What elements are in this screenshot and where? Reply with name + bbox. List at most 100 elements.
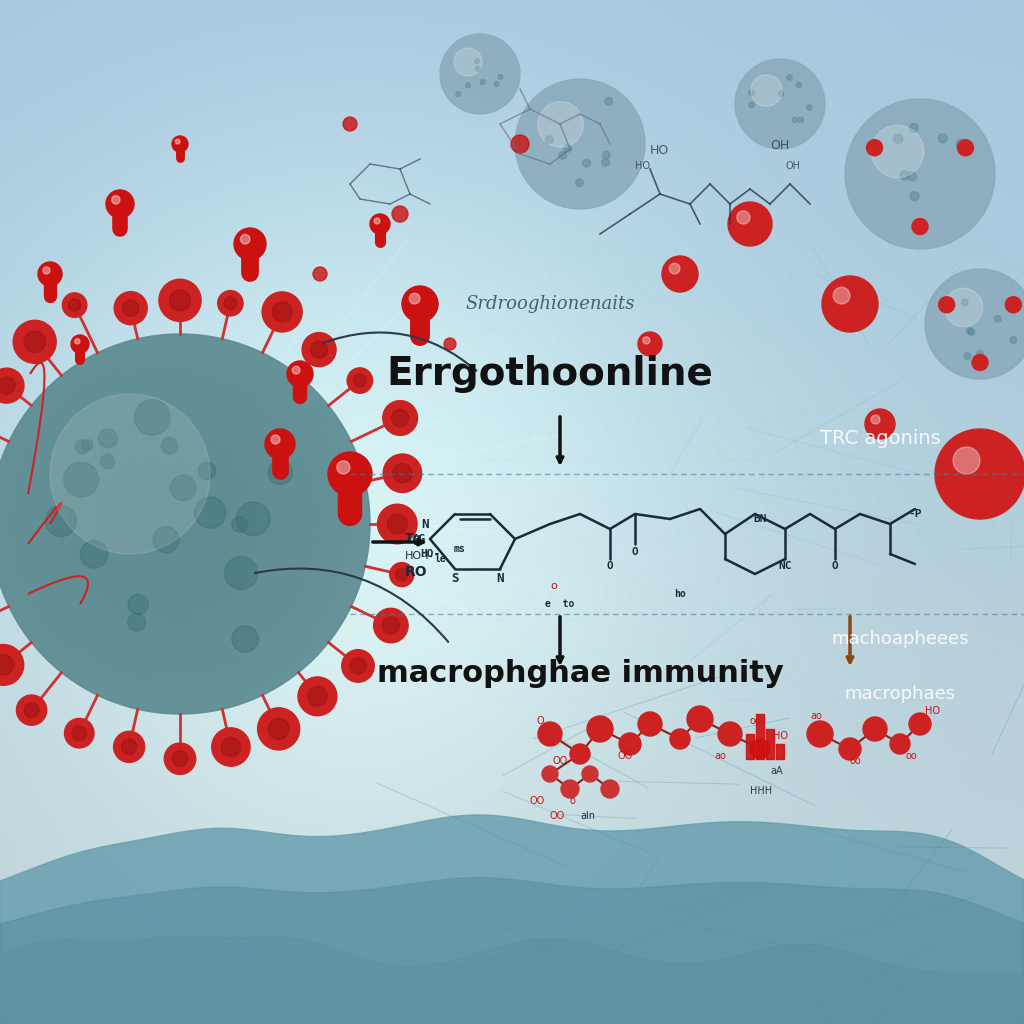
Circle shape xyxy=(474,58,479,63)
Circle shape xyxy=(0,644,24,685)
Circle shape xyxy=(241,234,250,244)
Circle shape xyxy=(602,151,610,159)
Circle shape xyxy=(944,288,983,327)
Text: HHH: HHH xyxy=(750,786,772,796)
Circle shape xyxy=(778,91,783,96)
Circle shape xyxy=(994,315,1001,323)
Text: OO: OO xyxy=(550,811,565,821)
Circle shape xyxy=(728,202,772,246)
Circle shape xyxy=(298,677,337,716)
Circle shape xyxy=(308,687,327,706)
Circle shape xyxy=(956,139,965,148)
Circle shape xyxy=(444,338,456,350)
Text: ho: ho xyxy=(674,589,686,599)
Text: O: O xyxy=(632,547,638,557)
Circle shape xyxy=(587,716,613,742)
Circle shape xyxy=(618,733,641,755)
Circle shape xyxy=(834,287,850,304)
Circle shape xyxy=(395,568,408,581)
Circle shape xyxy=(909,713,931,735)
Circle shape xyxy=(735,59,825,150)
Circle shape xyxy=(582,766,598,782)
Text: HO: HO xyxy=(772,731,787,741)
Circle shape xyxy=(237,502,270,536)
Circle shape xyxy=(265,429,295,459)
Circle shape xyxy=(382,616,399,634)
Text: BN: BN xyxy=(754,514,767,524)
Circle shape xyxy=(957,139,974,156)
FancyArrowPatch shape xyxy=(255,568,449,642)
Circle shape xyxy=(106,190,134,218)
Circle shape xyxy=(161,437,178,454)
Circle shape xyxy=(662,256,698,292)
Circle shape xyxy=(90,434,270,614)
Circle shape xyxy=(112,196,120,204)
Circle shape xyxy=(670,263,680,274)
Circle shape xyxy=(287,361,313,387)
Circle shape xyxy=(965,353,971,359)
Text: TRC agonins: TRC agonins xyxy=(819,429,940,449)
Circle shape xyxy=(159,280,201,322)
Text: macrophghae immunity: macrophghae immunity xyxy=(377,659,783,688)
Text: ao: ao xyxy=(810,711,822,721)
Circle shape xyxy=(30,374,330,674)
Circle shape xyxy=(605,97,612,105)
Circle shape xyxy=(353,374,367,387)
Circle shape xyxy=(750,739,770,759)
Circle shape xyxy=(962,299,968,306)
Circle shape xyxy=(402,286,438,322)
Circle shape xyxy=(737,211,750,224)
Circle shape xyxy=(72,726,87,740)
Circle shape xyxy=(221,737,241,757)
Circle shape xyxy=(967,328,973,334)
Circle shape xyxy=(98,429,118,447)
Circle shape xyxy=(972,354,988,371)
Text: oo: oo xyxy=(750,716,761,726)
Text: -{G: -{G xyxy=(404,534,425,544)
Circle shape xyxy=(114,731,144,763)
Text: O: O xyxy=(831,561,839,571)
Circle shape xyxy=(546,136,553,143)
Text: oo: oo xyxy=(850,756,862,766)
Text: O: O xyxy=(606,561,613,571)
Circle shape xyxy=(939,297,954,312)
Circle shape xyxy=(218,291,243,316)
Circle shape xyxy=(749,90,755,95)
Circle shape xyxy=(0,369,24,403)
Circle shape xyxy=(50,394,310,654)
Circle shape xyxy=(122,739,137,755)
Text: OO: OO xyxy=(552,756,567,766)
Circle shape xyxy=(912,218,928,234)
Circle shape xyxy=(466,83,470,88)
Circle shape xyxy=(302,333,336,367)
Circle shape xyxy=(1010,337,1017,343)
Circle shape xyxy=(863,717,887,741)
Circle shape xyxy=(50,394,210,554)
Circle shape xyxy=(542,766,558,782)
Circle shape xyxy=(807,104,812,111)
Circle shape xyxy=(480,80,485,84)
Circle shape xyxy=(343,117,357,131)
Circle shape xyxy=(1006,297,1021,312)
Circle shape xyxy=(494,82,499,86)
Circle shape xyxy=(968,329,975,336)
Circle shape xyxy=(601,780,618,798)
Circle shape xyxy=(70,414,290,634)
Circle shape xyxy=(65,719,94,748)
Text: oo: oo xyxy=(905,751,916,761)
Circle shape xyxy=(268,719,289,739)
Text: HO: HO xyxy=(635,161,650,171)
Circle shape xyxy=(63,462,98,497)
Circle shape xyxy=(13,321,56,364)
Text: ao: ao xyxy=(714,751,726,761)
Circle shape xyxy=(100,455,115,469)
Circle shape xyxy=(169,290,190,311)
Circle shape xyxy=(786,75,793,80)
Circle shape xyxy=(140,484,220,564)
Circle shape xyxy=(749,102,755,108)
Circle shape xyxy=(313,267,327,281)
Circle shape xyxy=(62,293,87,317)
Text: aA: aA xyxy=(770,766,782,776)
Text: -P: -P xyxy=(908,509,922,519)
Circle shape xyxy=(601,159,609,166)
